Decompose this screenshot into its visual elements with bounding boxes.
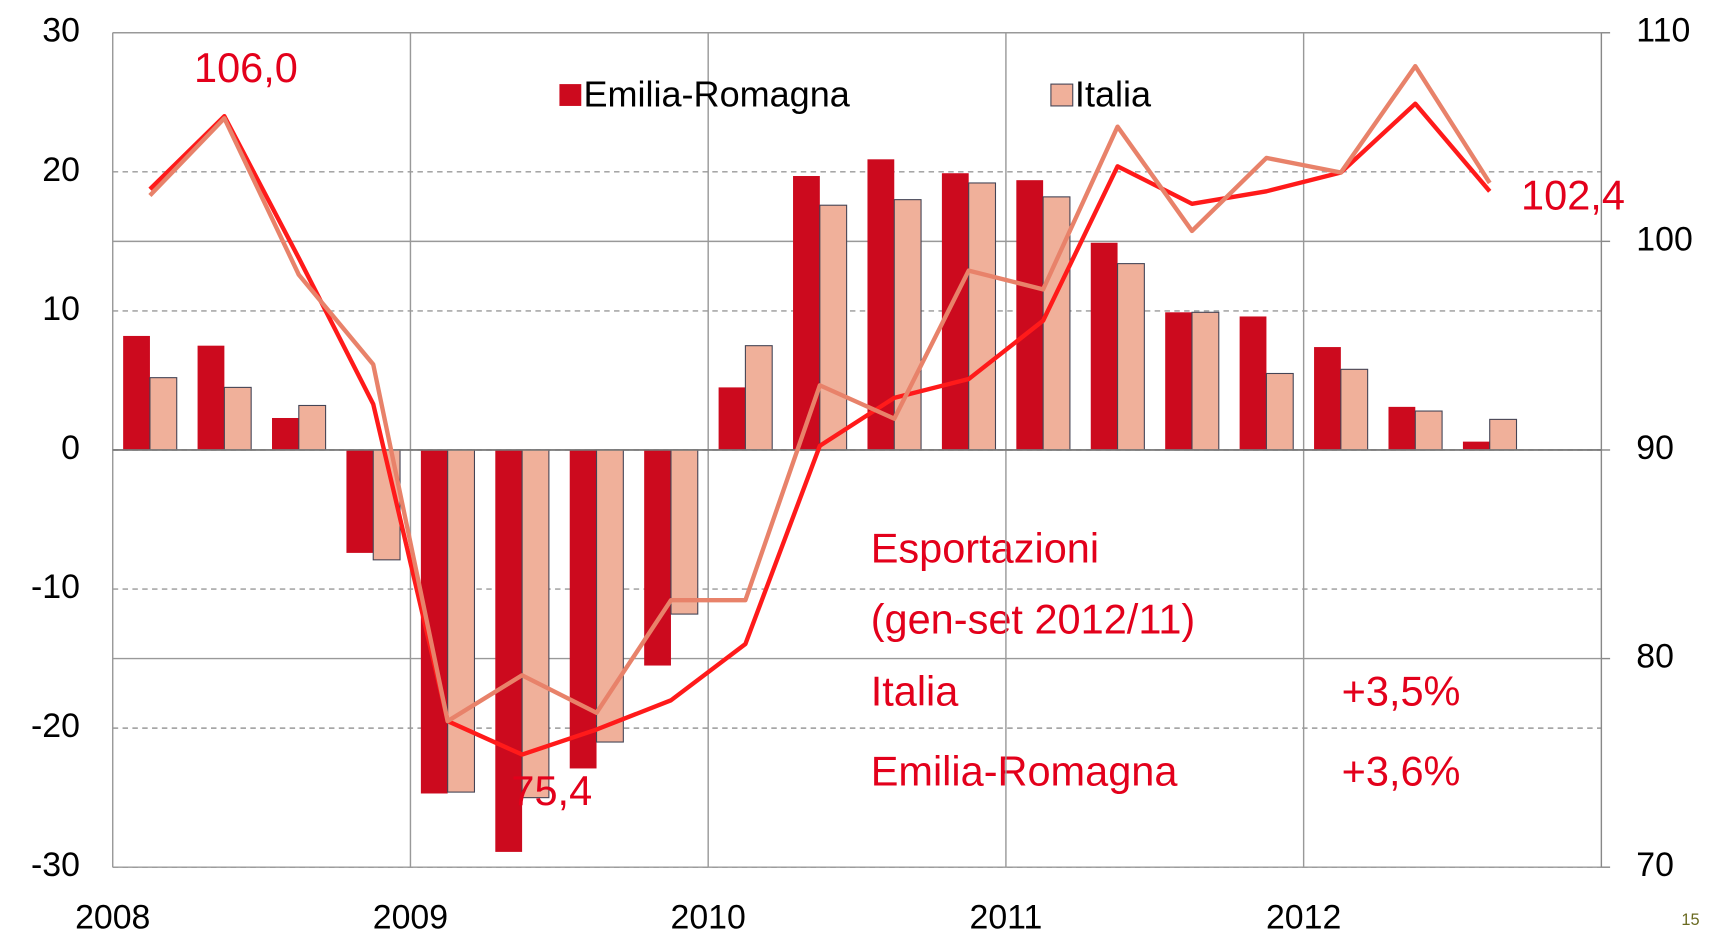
bar	[968, 182, 997, 451]
bar	[744, 345, 773, 451]
legend-label: Italia	[1075, 74, 1152, 115]
bar	[1414, 410, 1443, 451]
x-tick-label: 2011	[970, 899, 1043, 936]
box-value: +3,5%	[1342, 668, 1461, 715]
bar	[1388, 406, 1416, 450]
bar	[346, 449, 374, 553]
y-tick-label: 30	[42, 12, 80, 50]
line	[148, 63, 1492, 724]
bar	[1117, 263, 1145, 451]
bar	[819, 204, 848, 451]
bar	[1265, 372, 1294, 451]
y-tick-label: 10	[42, 290, 80, 328]
y2-tick-label: 110	[1636, 12, 1690, 50]
box-label: Emilia-Romagna	[871, 747, 1179, 794]
y2-tick-label: 70	[1636, 846, 1674, 884]
bar	[670, 449, 699, 615]
bar	[1489, 418, 1518, 451]
y-tick-label: 0	[61, 429, 80, 467]
x-tick-label: 2012	[1266, 899, 1341, 936]
box-title: Esportazioni	[871, 525, 1099, 572]
y-tick-label: -30	[31, 846, 80, 884]
bar	[595, 449, 624, 743]
legend-swatch	[1050, 83, 1074, 107]
bar	[298, 404, 327, 451]
y2-tick-label: 80	[1636, 638, 1674, 676]
page-number: 15	[1681, 911, 1699, 929]
box-value: +3,6%	[1342, 747, 1461, 794]
bar	[1016, 180, 1044, 450]
bar	[1090, 242, 1118, 450]
y2-tick-label: 100	[1636, 220, 1692, 258]
bar	[272, 417, 299, 450]
bar	[644, 449, 671, 666]
bar	[1340, 368, 1369, 451]
bar	[1165, 312, 1192, 450]
annotation: 75,4	[511, 767, 592, 814]
box-label: Italia	[871, 668, 960, 715]
bar	[223, 386, 252, 451]
annotation: 102,4	[1521, 172, 1625, 219]
bar	[1314, 347, 1341, 450]
y-tick-label: -20	[31, 707, 80, 745]
bar	[793, 176, 820, 450]
bar	[447, 449, 476, 793]
bar	[149, 377, 178, 451]
bar	[1191, 311, 1220, 451]
bar	[718, 387, 746, 450]
legend-label: Emilia-Romagna	[583, 74, 850, 115]
annotation: 106,0	[194, 44, 298, 91]
box-subtitle: (gen-set 2012/11)	[871, 596, 1196, 643]
legend-swatch	[559, 84, 582, 106]
bar	[1239, 316, 1267, 450]
bar	[123, 335, 150, 450]
bar	[1462, 441, 1490, 450]
line	[148, 101, 1492, 757]
x-tick-label: 2010	[671, 899, 746, 936]
x-tick-label: 2008	[75, 899, 150, 936]
x-tick-label: 2009	[373, 899, 448, 936]
y-tick-label: -10	[31, 568, 80, 606]
bar	[569, 449, 597, 769]
y2-tick-label: 90	[1636, 429, 1674, 467]
bar	[521, 449, 550, 799]
y-tick-label: 20	[42, 151, 80, 189]
bar	[197, 345, 225, 450]
bar	[495, 449, 523, 852]
